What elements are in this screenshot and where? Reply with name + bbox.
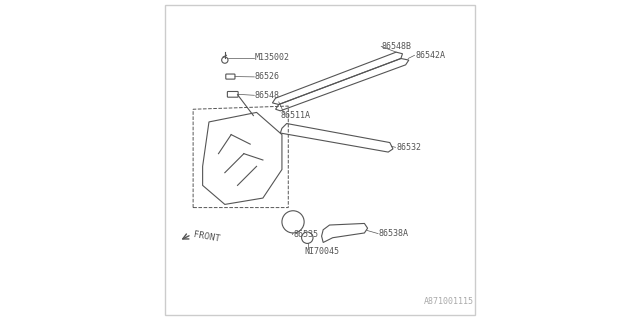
Text: 86526: 86526 (255, 72, 280, 81)
Text: 86532: 86532 (396, 143, 421, 152)
Text: 86542A: 86542A (415, 51, 445, 60)
Text: FRONT: FRONT (193, 230, 221, 244)
Text: 86511A: 86511A (280, 111, 310, 120)
Text: 86548: 86548 (255, 91, 280, 100)
Text: NI70045: NI70045 (304, 247, 339, 257)
Text: 86535: 86535 (293, 230, 318, 239)
Text: A871001115: A871001115 (424, 297, 474, 306)
Text: M135002: M135002 (255, 53, 290, 62)
Text: 86538A: 86538A (379, 229, 409, 238)
Text: 86548B: 86548B (382, 42, 412, 51)
